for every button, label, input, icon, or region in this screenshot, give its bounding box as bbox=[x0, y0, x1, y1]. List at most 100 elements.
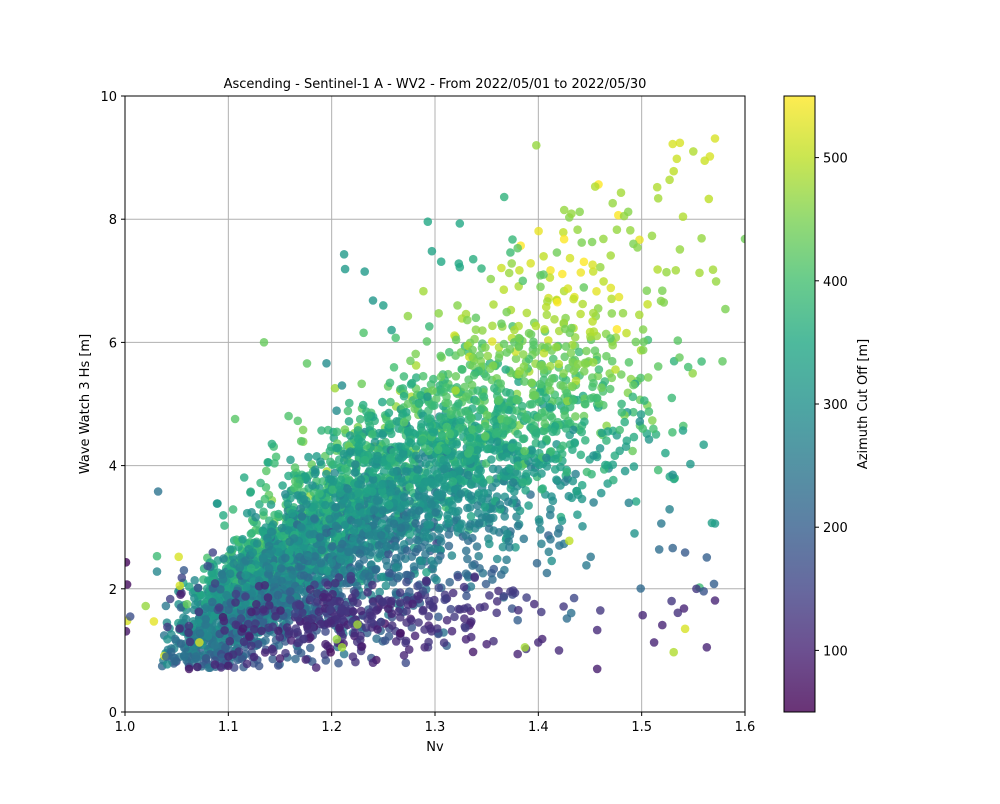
data-point bbox=[273, 590, 283, 600]
data-point bbox=[498, 403, 507, 412]
data-point bbox=[669, 166, 678, 176]
data-point bbox=[432, 394, 441, 404]
data-point bbox=[492, 554, 502, 564]
data-point bbox=[531, 321, 541, 331]
data-point bbox=[285, 595, 295, 604]
data-point bbox=[291, 624, 301, 633]
data-point bbox=[492, 437, 502, 447]
data-point bbox=[702, 643, 712, 652]
data-point bbox=[407, 508, 416, 517]
data-point bbox=[454, 466, 464, 476]
data-point bbox=[368, 580, 377, 590]
data-point bbox=[665, 175, 674, 185]
data-point bbox=[638, 345, 648, 355]
data-point bbox=[234, 647, 243, 656]
data-point bbox=[436, 351, 446, 361]
data-point bbox=[536, 282, 545, 292]
data-point bbox=[334, 658, 343, 668]
data-point bbox=[153, 487, 163, 496]
data-point bbox=[554, 646, 564, 655]
data-point bbox=[277, 523, 287, 533]
data-point bbox=[418, 371, 428, 381]
data-point bbox=[425, 322, 434, 331]
data-point bbox=[608, 198, 617, 208]
data-point bbox=[538, 484, 547, 493]
data-point bbox=[606, 334, 615, 343]
data-point bbox=[304, 452, 313, 462]
data-point bbox=[407, 378, 417, 388]
data-point bbox=[421, 576, 431, 585]
data-point bbox=[576, 268, 586, 277]
data-point bbox=[429, 427, 438, 437]
data-point bbox=[536, 361, 545, 371]
data-point bbox=[667, 393, 677, 403]
data-point bbox=[471, 396, 481, 406]
data-point bbox=[363, 588, 373, 597]
data-point bbox=[299, 542, 309, 552]
data-point bbox=[532, 428, 541, 438]
data-point bbox=[628, 392, 638, 402]
data-point bbox=[675, 138, 685, 148]
data-point bbox=[569, 593, 579, 603]
data-point bbox=[490, 383, 499, 393]
data-point bbox=[455, 474, 465, 484]
data-point bbox=[398, 449, 408, 458]
data-point bbox=[699, 587, 708, 596]
data-point bbox=[513, 521, 523, 531]
data-point bbox=[437, 431, 447, 441]
data-point bbox=[692, 584, 701, 594]
data-point bbox=[658, 620, 667, 630]
data-point bbox=[402, 618, 411, 627]
data-point bbox=[362, 524, 372, 533]
data-point bbox=[305, 530, 315, 539]
data-point bbox=[354, 441, 364, 451]
data-point bbox=[394, 607, 403, 616]
data-point bbox=[252, 539, 262, 548]
data-point bbox=[162, 660, 172, 669]
y-tick-label: 0 bbox=[109, 706, 117, 721]
data-point bbox=[590, 182, 600, 191]
data-point bbox=[617, 408, 627, 417]
data-point bbox=[556, 462, 565, 472]
data-point bbox=[284, 411, 293, 421]
data-point bbox=[533, 413, 543, 422]
data-point bbox=[420, 492, 429, 502]
data-point bbox=[396, 523, 406, 533]
data-point bbox=[549, 354, 558, 364]
data-point bbox=[547, 413, 557, 423]
data-point bbox=[216, 585, 225, 594]
data-point bbox=[314, 607, 324, 616]
data-point bbox=[608, 460, 618, 470]
data-point bbox=[526, 259, 535, 268]
data-point bbox=[488, 321, 497, 331]
data-point bbox=[268, 654, 278, 664]
data-point bbox=[542, 453, 551, 463]
data-point bbox=[541, 393, 551, 403]
data-point bbox=[332, 406, 341, 416]
data-point bbox=[372, 606, 381, 615]
data-point bbox=[579, 257, 589, 267]
data-point bbox=[502, 307, 512, 317]
data-point bbox=[348, 652, 358, 661]
data-point bbox=[532, 458, 541, 467]
data-point bbox=[260, 494, 270, 504]
data-point bbox=[465, 445, 475, 455]
data-point bbox=[366, 611, 375, 620]
data-point bbox=[353, 518, 363, 527]
data-point bbox=[350, 468, 360, 477]
data-point bbox=[208, 548, 218, 557]
data-point bbox=[346, 571, 356, 581]
data-point bbox=[673, 608, 683, 618]
data-point bbox=[512, 395, 522, 405]
data-point bbox=[389, 447, 398, 457]
data-point bbox=[316, 619, 326, 629]
data-point bbox=[513, 469, 522, 479]
data-point bbox=[381, 437, 390, 447]
data-point bbox=[184, 621, 194, 631]
data-point bbox=[266, 500, 276, 509]
data-point bbox=[542, 310, 552, 320]
data-point bbox=[506, 248, 515, 257]
colorbar-tick-label: 300 bbox=[823, 398, 848, 413]
data-point bbox=[355, 559, 364, 569]
data-point bbox=[586, 552, 595, 562]
